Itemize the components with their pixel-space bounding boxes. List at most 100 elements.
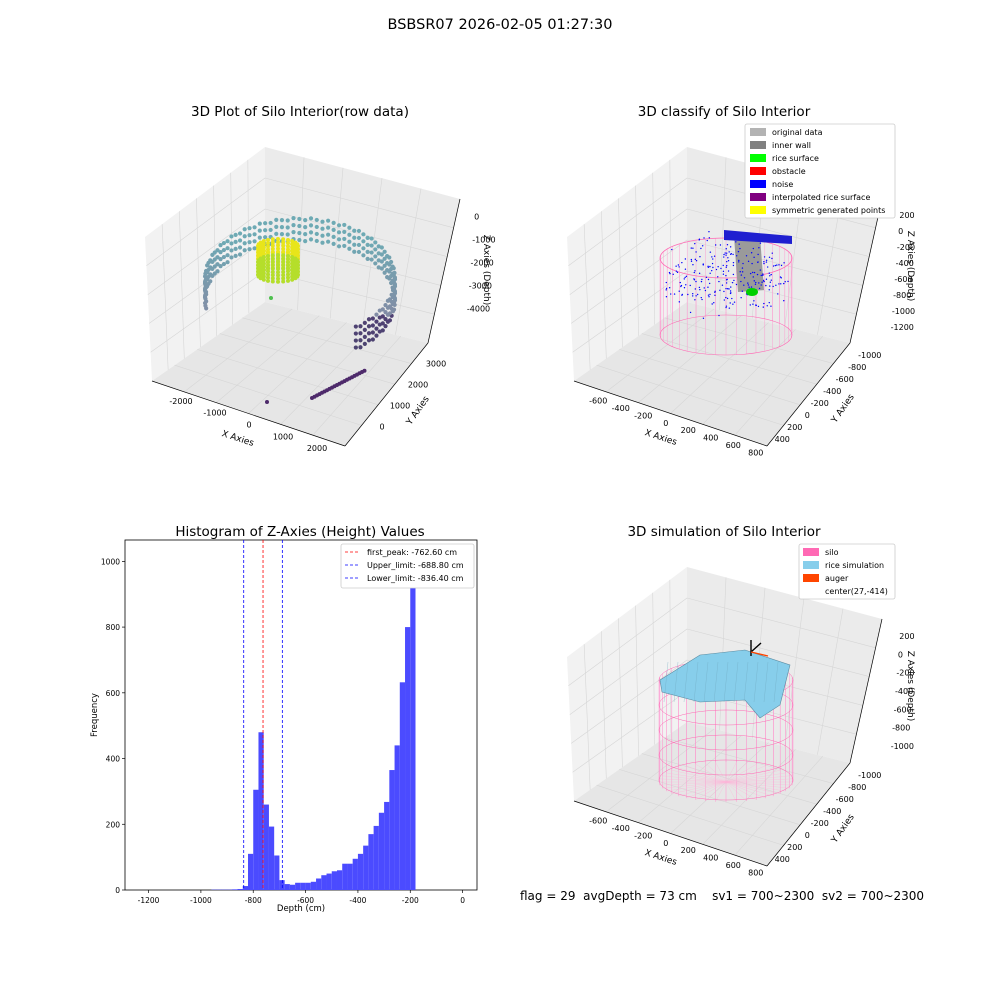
grid-line xyxy=(686,597,876,649)
noise-point xyxy=(699,288,701,291)
data-point xyxy=(290,274,295,279)
data-point xyxy=(258,250,263,255)
data-point xyxy=(221,247,227,253)
noise-point xyxy=(725,306,727,309)
legend-swatch xyxy=(750,206,766,214)
data-point xyxy=(266,241,270,246)
silo-floor-wire xyxy=(715,762,727,783)
noise-point xyxy=(707,278,710,281)
data-point xyxy=(382,249,387,254)
data-point xyxy=(352,235,357,240)
legend-label: center(27,-414) xyxy=(825,587,888,596)
noise-point xyxy=(729,302,731,304)
histogram-bar xyxy=(373,825,379,890)
axes-pane-floor xyxy=(574,302,850,446)
rice-mesh xyxy=(763,661,769,703)
histogram-bar xyxy=(305,882,311,890)
data-point xyxy=(258,269,263,274)
figure-title: BSBSR07 2026-02-05 01:27:30 xyxy=(387,17,613,33)
noise-point xyxy=(763,302,765,305)
data-point xyxy=(377,322,382,327)
data-point xyxy=(290,277,295,282)
grid-line xyxy=(635,605,639,756)
noise-point xyxy=(679,281,681,284)
data-point xyxy=(286,247,290,252)
y-tick-label: 0 xyxy=(379,423,384,432)
noise-point xyxy=(726,297,729,300)
noise-point xyxy=(711,269,713,272)
data-point xyxy=(270,279,275,284)
data-point xyxy=(270,269,275,274)
silo-floor-wire xyxy=(725,781,737,802)
noise-point xyxy=(769,281,772,283)
histogram-bar xyxy=(394,745,400,890)
noise-point xyxy=(684,276,686,279)
data-point xyxy=(369,243,374,248)
status-footer: flag = 29 avgDepth = 73 cm sv1 = 700~230… xyxy=(520,889,924,903)
y-tick-label: 600 xyxy=(106,689,121,698)
noise-point xyxy=(728,288,730,290)
silo-floor-wire xyxy=(725,781,793,786)
data-point xyxy=(308,223,314,228)
data-point xyxy=(374,326,379,331)
data-point xyxy=(361,246,366,251)
grid-line xyxy=(280,329,374,425)
data-point xyxy=(261,242,266,247)
data-point xyxy=(362,327,367,332)
silo-floor-wire xyxy=(695,781,727,800)
silo-floor-wire xyxy=(725,762,737,783)
data-point xyxy=(314,238,319,244)
noise-point xyxy=(738,243,740,245)
z-tick-label: 200 xyxy=(899,632,914,641)
legend-label: Lower_limit: -836.40 cm xyxy=(367,574,464,583)
rice-surface-points xyxy=(746,288,758,296)
x-tick-label: 600 xyxy=(726,861,741,870)
noise-point xyxy=(693,271,695,274)
data-point xyxy=(365,249,370,254)
data-point xyxy=(276,246,280,251)
noise-point xyxy=(731,297,733,300)
x-tick-label: 400 xyxy=(703,434,718,443)
data-point xyxy=(370,323,375,328)
data-point xyxy=(266,272,270,277)
noise-point xyxy=(765,278,768,280)
data-point xyxy=(286,253,290,258)
data-point xyxy=(242,227,247,232)
data-point xyxy=(261,274,266,279)
data-point xyxy=(286,263,290,268)
data-point xyxy=(225,260,230,265)
noise-point xyxy=(732,303,734,305)
data-point xyxy=(374,333,379,338)
data-point xyxy=(274,217,279,223)
data-point xyxy=(320,240,325,245)
data-point xyxy=(370,316,375,321)
legend-label: rice simulation xyxy=(825,561,884,570)
noise-point xyxy=(757,261,759,263)
data-point xyxy=(390,288,396,293)
noise-point xyxy=(707,286,709,288)
noise-point xyxy=(684,258,687,260)
data-point xyxy=(229,255,234,260)
data-point xyxy=(276,256,280,261)
grid-line xyxy=(146,177,266,267)
histogram-bar xyxy=(378,812,385,890)
noise-point xyxy=(787,280,789,283)
noise-band xyxy=(724,230,792,244)
noise-point xyxy=(765,284,767,287)
data-point xyxy=(297,216,302,222)
noise-point xyxy=(717,276,719,278)
data-point xyxy=(261,251,266,256)
grid-line xyxy=(216,315,320,403)
data-point xyxy=(252,239,257,244)
data-point xyxy=(258,243,263,248)
noise-point xyxy=(694,258,697,261)
data-point xyxy=(266,253,270,258)
z-tick-label: 0 xyxy=(474,213,479,222)
data-point xyxy=(276,253,280,257)
axes-pane-floor xyxy=(574,722,850,866)
data-point xyxy=(383,303,388,308)
noise-point xyxy=(752,276,754,278)
noise-point xyxy=(762,279,765,282)
noise-point xyxy=(690,260,693,262)
data-point xyxy=(281,253,286,258)
